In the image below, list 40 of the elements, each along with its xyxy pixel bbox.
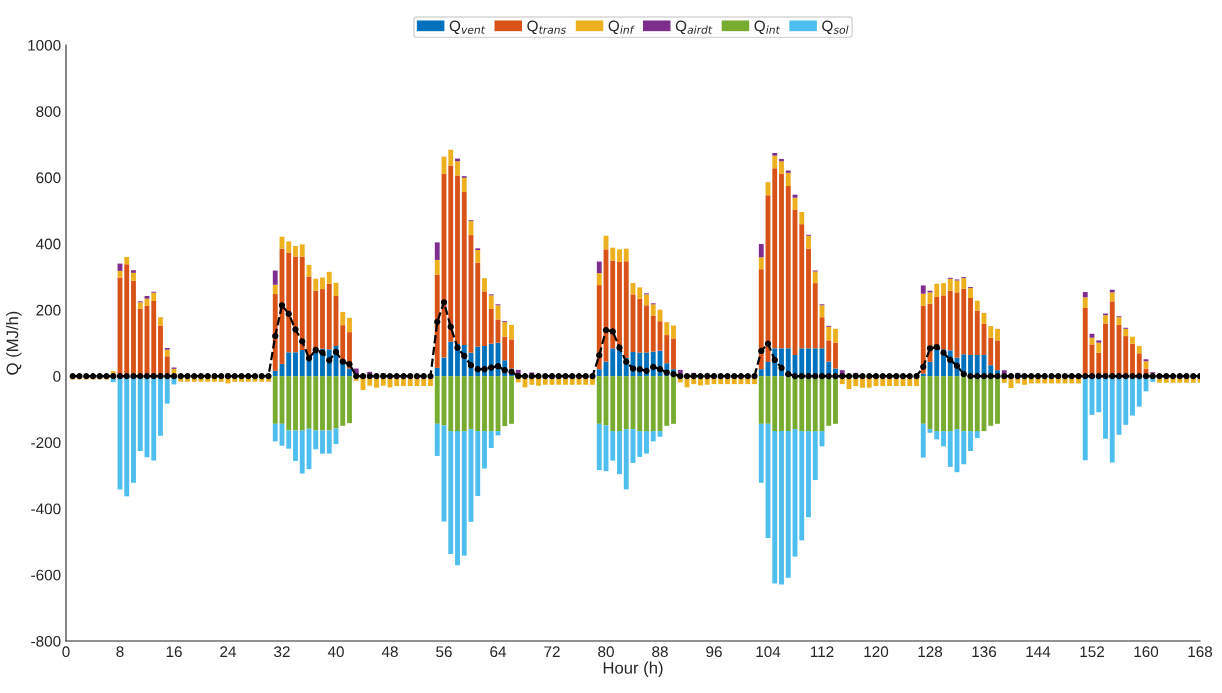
x-tick-label: 152 bbox=[1080, 646, 1104, 658]
x-tick-label: 64 bbox=[490, 646, 507, 658]
y-tick-label: -400 bbox=[31, 503, 61, 515]
y-tick-label: 600 bbox=[36, 172, 61, 184]
legend-label: Q$_{vent}$ bbox=[449, 20, 486, 35]
x-tick-label: 104 bbox=[756, 646, 781, 658]
x-axis-title: Hour (h) bbox=[603, 661, 663, 678]
x-tick-label: 48 bbox=[381, 646, 398, 658]
x-tick-label: 72 bbox=[544, 646, 560, 657]
legend-label: Q$_{trans}$ bbox=[527, 20, 566, 35]
x-tick-label: 8 bbox=[116, 646, 124, 658]
y-tick-label: -600 bbox=[31, 569, 61, 581]
x-tick-label: 0 bbox=[62, 646, 70, 658]
x-tick-label: 80 bbox=[598, 646, 614, 658]
y-tick-label: 1000 bbox=[28, 39, 61, 51]
x-tick-label: 128 bbox=[918, 646, 943, 658]
y-tick-label: 400 bbox=[35, 238, 61, 250]
legend-label: Q$_{airdt}$ bbox=[675, 20, 713, 35]
x-tick-label: 112 bbox=[810, 646, 834, 657]
y-tick-label: 0 bbox=[53, 371, 61, 382]
legend-label: Q$_{inf}$ bbox=[608, 20, 635, 35]
legend-label: Q$_{sol}$ bbox=[822, 20, 849, 35]
x-tick-label: 96 bbox=[706, 646, 722, 658]
x-tick-label: 168 bbox=[1188, 646, 1213, 658]
x-tick-label: 32 bbox=[274, 646, 290, 658]
x-tick-label: 16 bbox=[166, 646, 182, 658]
x-tick-label: 40 bbox=[327, 646, 344, 658]
y-tick-label: 800 bbox=[36, 106, 61, 117]
x-tick-label: 88 bbox=[652, 646, 668, 658]
x-tick-label: 120 bbox=[864, 646, 889, 658]
x-tick-label: 160 bbox=[1134, 646, 1159, 658]
y-tick-label: -200 bbox=[31, 437, 61, 449]
y-axis-title: Q (MJ/h) bbox=[6, 311, 22, 375]
x-tick-label: 136 bbox=[972, 646, 997, 658]
x-tick-label: 56 bbox=[436, 646, 452, 658]
legend-label: Q$_{int}$ bbox=[754, 20, 781, 35]
x-tick-label: 144 bbox=[1026, 646, 1051, 657]
x-tick-label: 24 bbox=[220, 646, 237, 657]
y-tick-label: 200 bbox=[36, 304, 61, 316]
y-tick-label: -800 bbox=[31, 635, 61, 647]
